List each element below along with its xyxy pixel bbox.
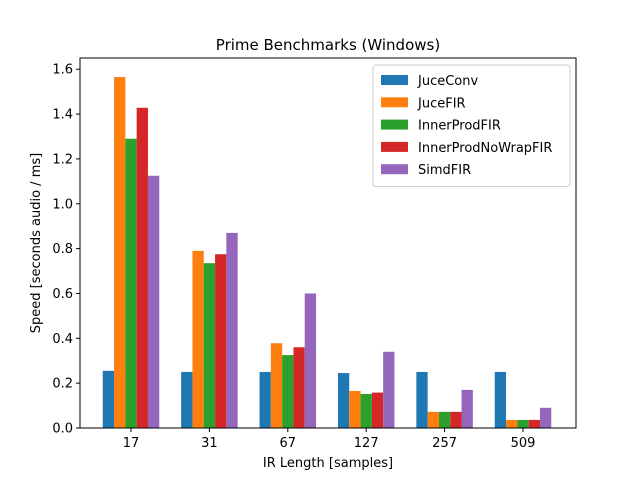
legend-swatch-innerprodfir [381,119,408,130]
legend-label-juceconv: JuceConv [417,74,478,89]
x-axis-label: IR Length [samples] [263,456,393,471]
plot-frame [79,57,577,429]
y-tick-label: 0.0 [52,422,73,437]
y-tick-label: 0.8 [52,242,73,257]
y-tick-label: 1.4 [52,108,73,123]
x-tick-label: 17 [123,436,140,451]
bar-innerprodfir-67 [282,355,294,428]
bar-innerprodnowrapfir-17 [136,107,148,428]
bar-simdfir-509 [539,407,552,428]
legend-box [372,64,571,187]
bar-innerprodnowrapfir-67 [293,347,305,428]
y-axis: 0.0 0.2 0.4 0.6 0.8 1.0 1.2 1.4 1.6 [52,63,80,437]
bar-juceconv-17 [102,370,115,428]
plot-bars [102,77,552,429]
x-axis: 17 31 67 127 257 509 [123,428,536,451]
bar-juceconv-31 [181,371,193,428]
x-tick-label: 257 [432,436,457,451]
bar-jucefir-17 [114,77,126,428]
bar-jucefir-509 [506,419,518,428]
bar-innerprodfir-257 [438,411,451,428]
bar-juceconv-509 [494,371,507,428]
bar-simdfir-31 [226,232,238,428]
bar-simdfir-257 [461,389,473,428]
legend-label-innerprodnowrapfir: InnerProdNoWrapFIR [418,141,552,156]
legend-swatch-jucefir [381,97,408,108]
y-tick-label: 0.6 [52,287,73,302]
legend-swatch-innerprodnowrapfir [381,141,408,152]
bar-juceconv-257 [416,371,428,428]
bar-innerprodnowrapfir-509 [528,419,540,428]
legend: JuceConv JuceFIR InnerProdFIR InnerProdNoWr… [372,64,571,187]
bar-jucefir-127 [349,391,361,428]
legend-label-innerprodfir: InnerProdFIR [418,119,501,134]
bar-innerprodfir-17 [125,138,137,429]
bar-jucefir-257 [427,411,439,428]
bar-simdfir-127 [383,351,395,428]
y-tick-label: 1.0 [52,197,73,212]
y-tick-label: 1.6 [52,63,73,78]
legend-swatch-juceconv [381,75,408,85]
y-tick-label: 1.2 [52,152,73,167]
legend-label-jucefir: JuceFIR [417,96,466,111]
chart-title: Prime Benchmarks (Windows) [216,36,440,54]
bar-innerprodnowrapfir-31 [215,254,227,428]
bar-innerprodnowrapfir-127 [371,392,384,428]
bar-innerprodfir-127 [360,393,372,428]
y-axis-label: Speed [seconds audio / ms] [29,153,44,333]
bar-simdfir-67 [304,293,317,428]
y-tick-label: 0.2 [52,377,73,392]
x-tick-label: 67 [280,436,297,451]
bar-simdfir-17 [147,175,160,428]
y-tick-label: 0.4 [52,332,73,347]
x-tick-label: 509 [511,436,536,451]
bar-innerprodnowrapfir-257 [450,411,462,428]
bar-innerprodfir-509 [517,419,529,428]
x-tick-label: 31 [201,436,218,451]
bar-jucefir-31 [192,250,204,428]
legend-label-simdfir: SimdFIR [418,163,471,178]
legend-swatch-simdfir [381,164,408,175]
bar-innerprodfir-31 [203,263,216,428]
x-tick-label: 127 [354,436,379,451]
bar-jucefir-67 [270,343,283,428]
bar-juceconv-127 [337,373,350,428]
bar-juceconv-67 [259,371,271,428]
